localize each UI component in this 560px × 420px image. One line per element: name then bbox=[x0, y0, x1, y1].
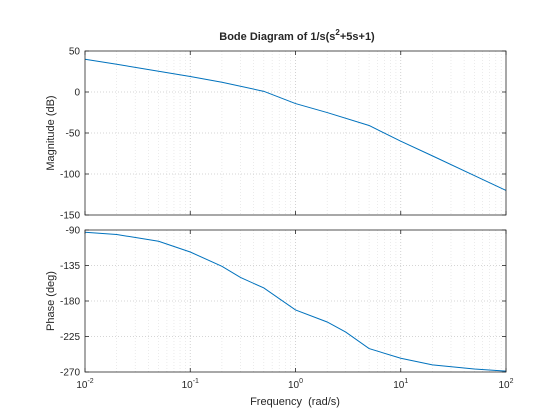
magnitude-y-tick-label: -100 bbox=[60, 170, 80, 181]
magnitude-y-axis-label: Magnitude (dB) bbox=[45, 95, 57, 170]
phase-plot: -90-135-180-225-270 10-2 10-1 100 101 102 Ph… bbox=[45, 226, 514, 409]
chart-title-main: Bode Diagram of 1/s(s bbox=[219, 31, 335, 43]
phase-y-tick-label: -135 bbox=[60, 261, 80, 272]
x-tick-label: 100 bbox=[288, 378, 303, 391]
x-tick-label-exponent: -1 bbox=[193, 378, 199, 385]
x-tick-label-exponent: 1 bbox=[404, 378, 408, 385]
phase-y-tick-label: -270 bbox=[60, 368, 80, 379]
phase-y-tick-label: -225 bbox=[60, 332, 80, 343]
magnitude-y-tick-labels: 50 0 -50 -100 -150 bbox=[60, 47, 80, 222]
x-tick-labels: 10-2 10-1 100 101 102 bbox=[76, 378, 513, 391]
x-tick-label-exponent: -2 bbox=[87, 378, 93, 385]
x-tick-label: 10-2 bbox=[76, 378, 93, 391]
magnitude-plot: 50 0 -50 -100 -150 Magnitude (dB) bbox=[45, 47, 506, 222]
x-axis-label: Frequency (rad/s) bbox=[250, 396, 340, 408]
phase-y-tick-labels: -90 -135 -180 -225 -270 bbox=[60, 226, 80, 379]
x-tick-label-base: 10 bbox=[393, 380, 405, 391]
x-tick-label-exponent: 0 bbox=[299, 378, 303, 385]
x-tick-label-base: 10 bbox=[76, 380, 88, 391]
phase-y-tick-label: -180 bbox=[60, 297, 80, 308]
magnitude-y-tick-label: 0 bbox=[74, 88, 80, 99]
x-tick-label: 101 bbox=[393, 378, 408, 391]
x-tick-label-base: 10 bbox=[288, 380, 300, 391]
x-tick-label-exponent: 2 bbox=[510, 378, 514, 385]
x-tick-label: 10-1 bbox=[182, 378, 199, 391]
magnitude-y-tick-label: -150 bbox=[60, 211, 80, 222]
chart-title-tail: +5s+1) bbox=[340, 31, 375, 43]
chart-title: Bode Diagram of 1/s(s2+5s+1) bbox=[219, 28, 375, 43]
phase-y-axis-label: Phase (deg) bbox=[45, 271, 57, 331]
x-tick-label: 102 bbox=[498, 378, 513, 391]
magnitude-y-tick-label: -50 bbox=[66, 129, 81, 140]
x-tick-label-base: 10 bbox=[498, 380, 510, 391]
x-tick-label-base: 10 bbox=[182, 380, 194, 391]
magnitude-y-tick-label: 50 bbox=[69, 47, 81, 58]
phase-y-tick-label: -90 bbox=[66, 226, 81, 237]
